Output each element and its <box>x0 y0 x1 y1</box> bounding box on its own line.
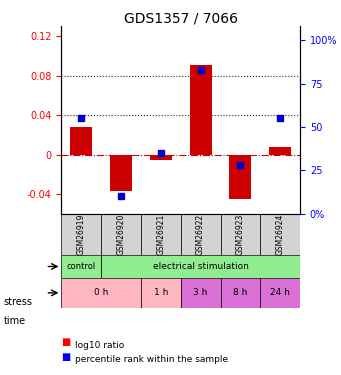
Text: ■: ■ <box>61 337 71 347</box>
FancyBboxPatch shape <box>61 255 101 278</box>
Bar <box>269 147 291 154</box>
Text: GSM26920: GSM26920 <box>117 214 125 255</box>
FancyBboxPatch shape <box>181 214 221 255</box>
Text: ■: ■ <box>61 352 71 362</box>
Text: log10 ratio: log10 ratio <box>75 340 124 350</box>
Text: control: control <box>66 262 96 271</box>
Text: GSM26922: GSM26922 <box>196 214 205 255</box>
Bar <box>229 154 251 199</box>
Text: GSM26921: GSM26921 <box>156 214 165 255</box>
Text: time: time <box>3 316 26 326</box>
Text: electrical stimulation: electrical stimulation <box>153 262 249 271</box>
FancyBboxPatch shape <box>101 255 300 278</box>
Text: 3 h: 3 h <box>193 288 208 297</box>
Text: GSM26923: GSM26923 <box>236 214 245 255</box>
Bar <box>150 154 172 160</box>
FancyBboxPatch shape <box>260 214 300 255</box>
FancyBboxPatch shape <box>141 278 181 308</box>
Bar <box>190 65 211 154</box>
Text: percentile rank within the sample: percentile rank within the sample <box>75 356 228 364</box>
Text: 8 h: 8 h <box>233 288 248 297</box>
Bar <box>70 127 92 154</box>
FancyBboxPatch shape <box>260 278 300 308</box>
Text: GSM26919: GSM26919 <box>77 214 86 255</box>
FancyBboxPatch shape <box>61 214 101 255</box>
Title: GDS1357 / 7066: GDS1357 / 7066 <box>124 11 238 25</box>
FancyBboxPatch shape <box>221 214 260 255</box>
Text: 0 h: 0 h <box>94 288 108 297</box>
FancyBboxPatch shape <box>221 278 260 308</box>
FancyBboxPatch shape <box>141 214 181 255</box>
Text: 24 h: 24 h <box>270 288 290 297</box>
FancyBboxPatch shape <box>181 278 221 308</box>
Text: GSM26924: GSM26924 <box>276 214 285 255</box>
FancyBboxPatch shape <box>101 214 141 255</box>
Text: stress: stress <box>3 297 32 307</box>
Text: 1 h: 1 h <box>154 288 168 297</box>
FancyBboxPatch shape <box>61 278 141 308</box>
Bar <box>110 154 132 191</box>
